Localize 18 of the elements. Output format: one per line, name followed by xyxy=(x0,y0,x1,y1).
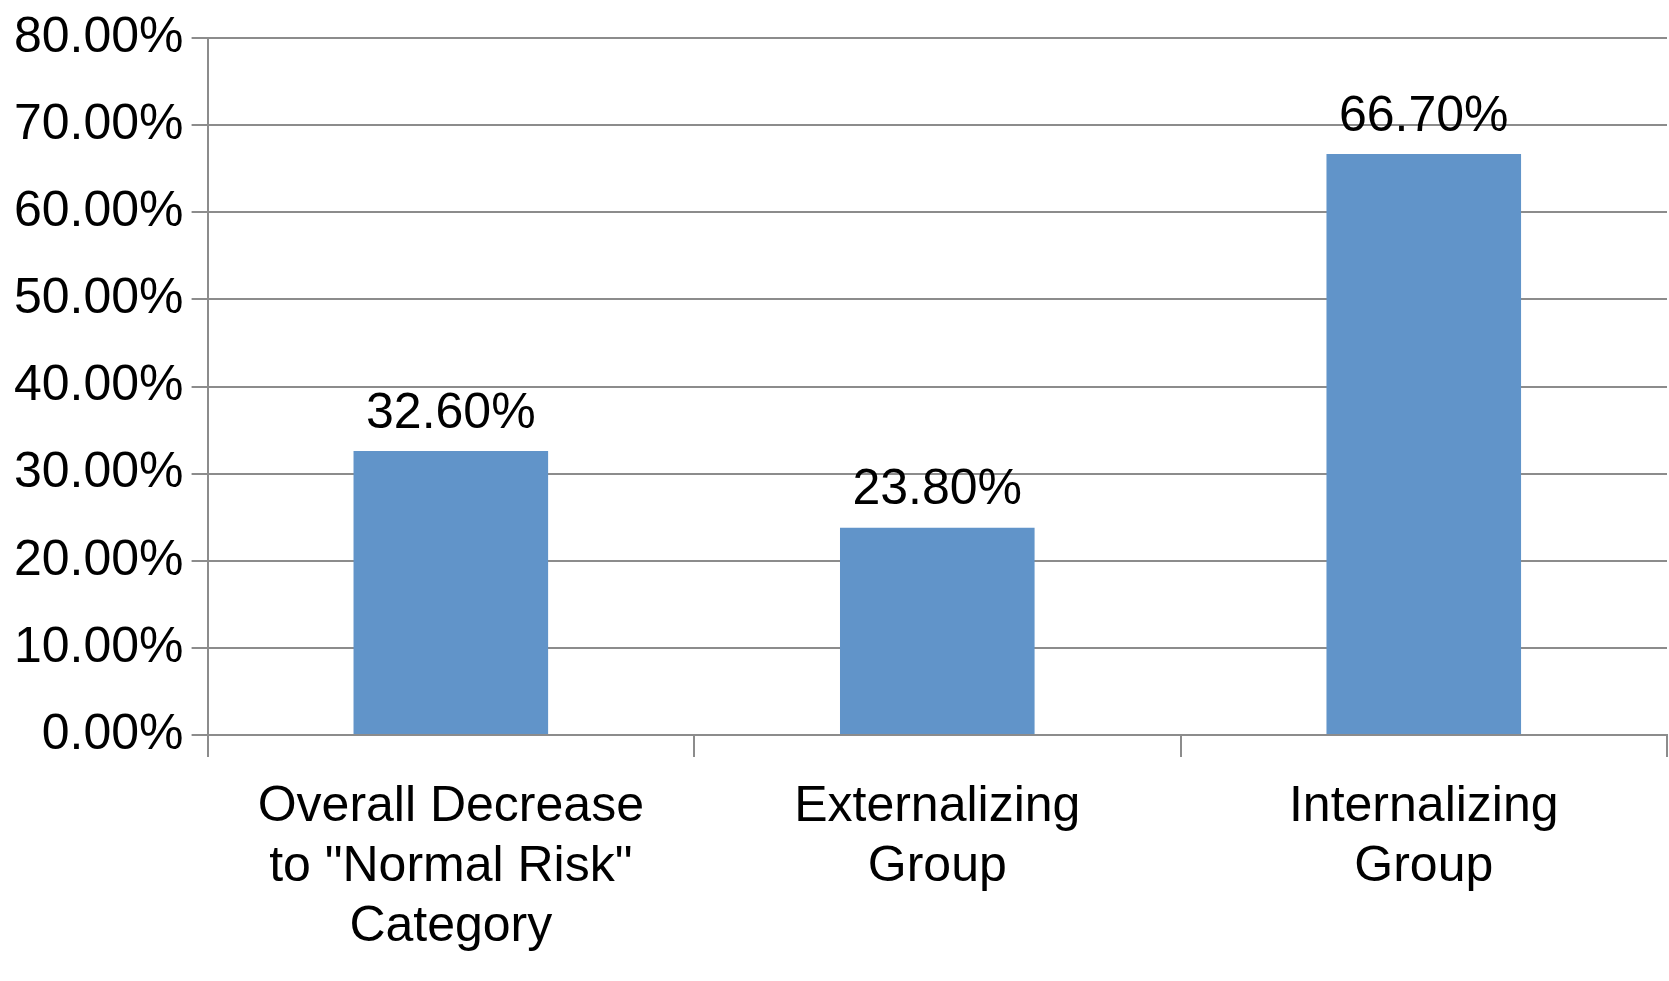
y-tick-label: 10.00% xyxy=(13,616,184,673)
data-label: 32.60% xyxy=(366,382,536,439)
data-label: 23.80% xyxy=(852,459,1023,516)
bar xyxy=(840,527,1035,734)
bar xyxy=(353,450,549,734)
y-tick-label: 80.00% xyxy=(13,6,184,63)
x-tick-label: Externalizing Group xyxy=(794,775,1081,892)
x-tick-label: Overall Decrease to "Normal Risk" Category xyxy=(257,775,644,952)
data-label: 66.70% xyxy=(1338,85,1509,142)
y-tick-label: 0.00% xyxy=(41,703,184,760)
y-tick-label: 70.00% xyxy=(13,93,184,150)
y-tick-label: 40.00% xyxy=(13,355,184,412)
y-tick-label: 50.00% xyxy=(13,268,184,325)
y-tick-label: 20.00% xyxy=(13,529,184,586)
y-tick-label: 60.00% xyxy=(13,181,184,238)
bar xyxy=(1326,153,1522,734)
y-tick-label: 30.00% xyxy=(13,442,184,499)
x-tick-label: Internalizing Group xyxy=(1288,775,1559,892)
